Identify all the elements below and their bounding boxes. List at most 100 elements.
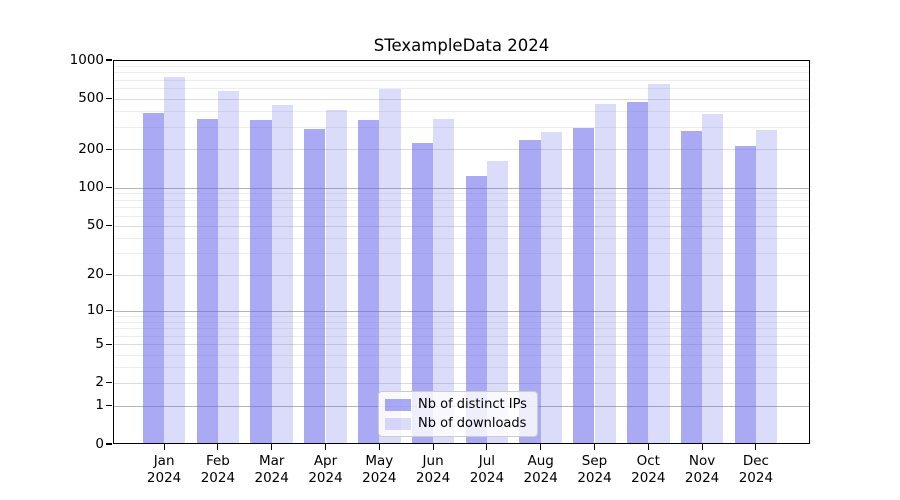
x-tick-mark-mar <box>271 444 273 450</box>
legend: Nb of distinct IPs Nb of downloads <box>378 391 538 437</box>
gridline-y-50 <box>113 225 810 227</box>
bar-nov-ips <box>680 130 703 444</box>
gridline-y-90 <box>113 193 810 195</box>
bar-dec-ips <box>734 145 756 444</box>
y-tick-mark-50 <box>106 224 112 227</box>
y-tick-label-1: 1 <box>95 397 104 413</box>
gridline-y-2 <box>113 382 810 384</box>
x-tick-month: May <box>365 453 394 469</box>
bar-apr-downloads <box>325 110 347 444</box>
bar-aug-downloads <box>540 132 562 444</box>
x-tick-label-feb: Feb 2024 <box>188 453 248 487</box>
bar-sep-ips <box>573 128 595 444</box>
x-tick-mark-nov <box>701 444 703 450</box>
bar-feb-downloads <box>217 91 240 444</box>
y-tick-mark-2 <box>106 382 112 384</box>
bar-jun-ips <box>411 143 434 444</box>
y-tick-mark-500 <box>106 97 112 100</box>
legend-label-downloads: Nb of downloads <box>418 416 527 431</box>
gridline-y-300 <box>113 126 810 128</box>
bar-jul-ips <box>465 175 487 444</box>
bar-mar-downloads <box>271 104 293 444</box>
x-tick-year: 2024 <box>523 470 558 486</box>
y-tick-mark-0 <box>106 443 112 445</box>
x-tick-year: 2024 <box>415 470 451 486</box>
x-tick-mark-dec <box>755 444 757 450</box>
y-tick-mark-5 <box>106 343 112 345</box>
bar-apr-ips <box>304 129 326 444</box>
bar-sep-downloads <box>594 104 616 444</box>
x-tick-month: Nov <box>688 453 716 469</box>
y-tick-mark-1000 <box>106 59 112 61</box>
gridline-y-70 <box>113 207 810 209</box>
y-tick-label-0: 0 <box>95 435 104 452</box>
y-tick-mark-10 <box>106 310 112 312</box>
x-tick-label-oct: Oct 2024 <box>618 453 678 487</box>
x-tick-label-nov: Nov 2024 <box>672 453 732 487</box>
legend-row-downloads: Nb of downloads <box>385 416 527 431</box>
y-tick-label-20: 20 <box>86 266 104 283</box>
x-tick-mark-sep <box>593 444 596 450</box>
bar-aug-ips <box>519 140 541 444</box>
x-tick-year: 2024 <box>738 470 774 486</box>
gridline-y-10 <box>113 310 810 312</box>
bar-feb-ips <box>196 118 218 444</box>
bar-oct-downloads <box>648 83 670 444</box>
y-tick-mark-200 <box>106 148 112 150</box>
y-tick-label-50: 50 <box>86 217 104 233</box>
x-tick-month: Mar <box>258 453 285 469</box>
gridline-y-6 <box>113 335 810 337</box>
gridline-y-900 <box>113 65 810 67</box>
bar-dec-downloads <box>755 129 778 444</box>
gridline-y-8 <box>113 321 810 323</box>
x-tick-month: Oct <box>636 453 660 469</box>
x-tick-label-sep: Sep 2024 <box>565 453 625 487</box>
x-tick-mark-aug <box>540 444 542 450</box>
bar-mar-ips <box>250 120 272 444</box>
gridline-y-4 <box>113 354 810 356</box>
x-tick-label-jun: Jun 2024 <box>403 453 463 487</box>
bar-oct-ips <box>627 102 649 444</box>
x-tick-year: 2024 <box>684 470 720 486</box>
x-tick-month: Dec <box>742 453 769 469</box>
chart-title: STexampleData 2024 <box>373 36 550 55</box>
y-tick-label-100: 100 <box>78 179 104 195</box>
legend-swatch-distinct-ips <box>385 398 411 411</box>
gridline-y-40 <box>113 237 810 239</box>
x-tick-month: Apr <box>313 453 338 469</box>
x-tick-month: Jun <box>422 453 444 469</box>
bar-jan-downloads <box>164 77 186 444</box>
gridline-y-20 <box>113 274 810 276</box>
x-tick-label-dec: Dec 2024 <box>726 453 786 487</box>
gridline-y-9 <box>113 316 810 317</box>
gridline-y-100 <box>113 187 810 189</box>
x-tick-label-may: May 2024 <box>349 453 409 487</box>
y-tick-mark-1 <box>106 404 112 407</box>
y-tick-label-10: 10 <box>86 302 104 319</box>
y-tick-mark-100 <box>106 186 112 189</box>
x-tick-label-jan: Jan 2024 <box>134 453 194 487</box>
bar-jan-ips <box>142 112 165 444</box>
legend-swatch-downloads <box>385 417 411 430</box>
y-tick-label-5: 5 <box>95 335 104 352</box>
gridline-y-3 <box>113 366 810 368</box>
x-tick-year: 2024 <box>577 470 612 486</box>
gridline-y-800 <box>113 72 810 74</box>
x-tick-mark-jun <box>432 444 434 450</box>
x-tick-month: Sep <box>581 453 608 469</box>
gridline-y-60 <box>113 215 810 217</box>
x-tick-month: Jan <box>153 453 175 469</box>
x-tick-mark-apr <box>324 444 327 450</box>
x-tick-label-apr: Apr 2024 <box>296 453 356 487</box>
x-tick-year: 2024 <box>308 470 343 486</box>
x-tick-month: Feb <box>205 453 230 469</box>
x-tick-mark-feb <box>217 444 219 450</box>
x-tick-year: 2024 <box>254 470 289 486</box>
x-tick-year: 2024 <box>469 470 505 486</box>
legend-label-distinct-ips: Nb of distinct IPs <box>418 397 527 412</box>
gridline-y-80 <box>113 199 810 201</box>
x-tick-year: 2024 <box>200 470 236 486</box>
x-tick-year: 2024 <box>146 470 182 486</box>
gridline-y-200 <box>113 149 810 151</box>
